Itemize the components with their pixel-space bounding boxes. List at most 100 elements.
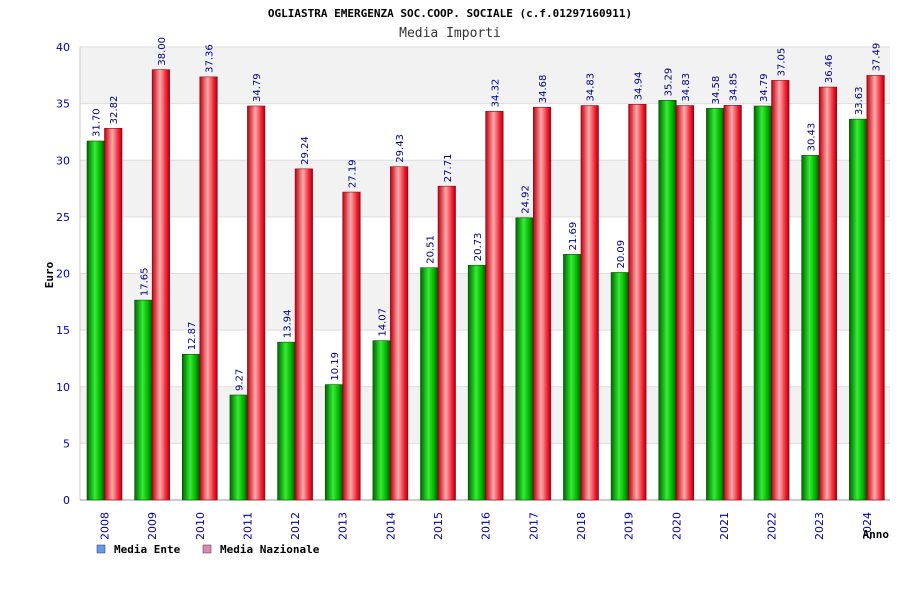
bar-media-nazionale-2017 xyxy=(533,106,552,501)
y-tick-label: 30 xyxy=(56,154,70,167)
data-label-media-nazionale-2018: 34.83 xyxy=(586,73,597,102)
bar-media-ente-2024 xyxy=(849,118,868,501)
y-axis-ticks: 0 5 10 15 20 25 30 35 40 xyxy=(56,41,70,507)
bar-media-ente-2011 xyxy=(229,394,248,501)
bar-media-nazionale-2019 xyxy=(628,104,647,501)
x-axis-title: Anno xyxy=(863,528,890,541)
legend-label-media-ente: Media Ente xyxy=(114,543,181,556)
x-tick-label: 2010 xyxy=(194,512,207,540)
bar-media-ente-2008 xyxy=(86,140,105,501)
legend-label-media-nazionale: Media Nazionale xyxy=(220,543,320,556)
x-tick-label: 2015 xyxy=(432,512,445,540)
y-tick-label: 15 xyxy=(56,324,70,337)
data-label-media-ente-2009: 17.65 xyxy=(139,267,150,296)
data-label-media-nazionale-2020: 34.83 xyxy=(681,73,692,102)
bar-media-ente-2016 xyxy=(467,264,486,501)
legend-swatch-media-ente xyxy=(96,544,106,554)
bar-media-ente-2020 xyxy=(658,100,677,501)
bar-media-ente-2012 xyxy=(277,341,296,501)
data-label-media-ente-2010: 12.87 xyxy=(187,322,198,351)
legend: Media Ente Media Nazionale xyxy=(96,543,320,556)
bar-media-ente-2018 xyxy=(563,254,582,501)
x-tick-label: 2021 xyxy=(718,512,731,540)
data-label-media-nazionale-2023: 36.46 xyxy=(824,54,835,83)
y-axis-title: Euro xyxy=(43,261,56,288)
bar-media-nazionale-2020 xyxy=(675,105,695,501)
x-tick-label: 2022 xyxy=(766,512,779,540)
data-label-media-nazionale-2011: 34.79 xyxy=(252,73,263,102)
x-tick-label: 2017 xyxy=(527,512,540,540)
bar-labels: 31.70 17.65 12.87 9.27 13.94 10.19 14.07 20.51 2… xyxy=(92,37,883,391)
bar-media-nazionale-2008 xyxy=(104,128,123,501)
data-label-media-ente-2011: 9.27 xyxy=(235,369,246,391)
x-tick-label: 2019 xyxy=(623,512,636,540)
data-label-media-ente-2021: 34.58 xyxy=(711,76,722,105)
data-label-media-nazionale-2008: 32.82 xyxy=(109,96,120,125)
x-tick-label: 2014 xyxy=(384,512,397,540)
bar-media-ente-2017 xyxy=(515,217,534,501)
y-tick-label: 35 xyxy=(56,98,70,111)
bar-media-nazionale-2022 xyxy=(771,80,790,501)
y-tick-label: 40 xyxy=(56,41,70,54)
x-tick-label: 2020 xyxy=(670,512,683,540)
bar-media-ente-2009 xyxy=(134,299,153,501)
bar-media-ente-2014 xyxy=(372,340,391,501)
x-tick-label: 2009 xyxy=(146,512,159,540)
data-label-media-ente-2018: 21.69 xyxy=(568,222,579,251)
x-tick-label: 2012 xyxy=(289,512,302,540)
data-label-media-nazionale-2021: 34.85 xyxy=(729,73,740,102)
bar-media-ente-2022 xyxy=(753,105,772,501)
data-label-media-ente-2012: 13.94 xyxy=(282,309,293,338)
data-label-media-ente-2015: 20.51 xyxy=(425,235,436,264)
legend-item-media-ente[interactable]: Media Ente xyxy=(96,543,181,556)
x-tick-label: 2016 xyxy=(480,512,493,540)
data-label-media-ente-2019: 20.09 xyxy=(616,240,627,269)
x-tick-label: 2024 xyxy=(861,512,874,540)
bar-media-ente-2010 xyxy=(181,353,201,501)
bars xyxy=(86,69,885,501)
data-label-media-nazionale-2016: 34.32 xyxy=(490,79,501,108)
bar-media-nazionale-2023 xyxy=(818,86,838,501)
chart-title: OGLIASTRA EMERGENZA SOC.COOP. SOCIALE (c… xyxy=(268,7,632,20)
data-label-media-nazionale-2013: 27.19 xyxy=(347,159,358,188)
bar-media-nazionale-2012 xyxy=(294,168,313,501)
bar-media-nazionale-2021 xyxy=(723,105,742,501)
bar-media-nazionale-2018 xyxy=(580,105,599,501)
data-label-media-ente-2017: 24.92 xyxy=(521,185,532,214)
y-tick-label: 20 xyxy=(56,268,70,281)
data-label-media-nazionale-2009: 38.00 xyxy=(157,37,168,66)
bar-media-nazionale-2016 xyxy=(485,111,504,501)
data-label-media-ente-2014: 14.07 xyxy=(378,308,389,337)
x-axis-ticks: 2008 2009 2010 2011 2012 2013 2014 2015 2016 2017… xyxy=(99,512,874,540)
data-label-media-ente-2020: 35.29 xyxy=(664,68,675,97)
y-tick-label: 5 xyxy=(63,437,70,450)
bar-media-nazionale-2024 xyxy=(866,75,885,501)
bar-media-nazionale-2010 xyxy=(199,76,218,501)
x-tick-label: 2013 xyxy=(337,512,350,540)
bar-media-nazionale-2011 xyxy=(247,105,266,501)
data-label-media-nazionale-2022: 37.05 xyxy=(776,48,787,77)
data-label-media-nazionale-2017: 34.68 xyxy=(538,75,549,104)
data-label-media-nazionale-2010: 37.36 xyxy=(205,44,216,73)
data-label-media-nazionale-2014: 29.43 xyxy=(395,134,406,163)
bar-media-nazionale-2013 xyxy=(342,191,361,501)
data-label-media-nazionale-2019: 34.94 xyxy=(633,72,644,101)
chart-subtitle: Media Importi xyxy=(399,26,501,41)
legend-item-media-nazionale[interactable]: Media Nazionale xyxy=(202,543,320,556)
data-label-media-nazionale-2024: 37.49 xyxy=(872,43,883,72)
bar-media-ente-2023 xyxy=(801,155,820,501)
x-tick-label: 2011 xyxy=(241,512,254,540)
legend-swatch-media-nazionale xyxy=(202,544,212,554)
x-tick-label: 2008 xyxy=(99,512,112,540)
data-label-media-ente-2013: 10.19 xyxy=(330,352,341,381)
y-tick-label: 25 xyxy=(56,211,70,224)
bar-media-ente-2021 xyxy=(706,108,725,501)
bar-media-nazionale-2009 xyxy=(151,69,170,501)
data-label-media-nazionale-2015: 27.71 xyxy=(443,154,454,183)
data-label-media-ente-2024: 33.63 xyxy=(854,86,865,115)
bar-media-ente-2019 xyxy=(610,272,629,501)
y-tick-label: 0 xyxy=(63,494,70,507)
data-label-media-ente-2023: 30.43 xyxy=(806,123,817,152)
data-label-media-nazionale-2012: 29.24 xyxy=(300,136,311,165)
